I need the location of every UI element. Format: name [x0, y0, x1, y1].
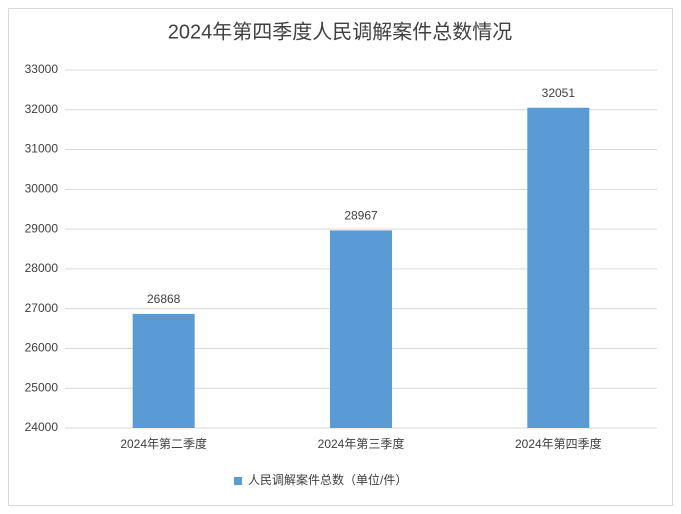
legend-marker — [234, 477, 242, 485]
y-tick-label: 27000 — [25, 301, 59, 315]
x-tick-label: 2024年第二季度 — [120, 436, 207, 451]
data-label: 28967 — [344, 209, 378, 223]
x-tick-label: 2024年第四季度 — [515, 436, 602, 451]
bar — [527, 107, 590, 428]
y-tick-label: 33000 — [25, 62, 59, 76]
legend-label: 人民调解案件总数（单位/件） — [248, 472, 407, 487]
x-tick-label: 2024年第三季度 — [318, 436, 405, 451]
y-tick-label: 25000 — [25, 380, 59, 394]
data-label: 32051 — [542, 86, 576, 100]
y-tick-label: 29000 — [25, 221, 59, 235]
bar — [330, 230, 392, 428]
chart-title: 2024年第四季度人民调解案件总数情况 — [168, 20, 513, 43]
y-tick-label: 30000 — [25, 182, 59, 196]
y-tick-label: 32000 — [25, 102, 59, 116]
data-label: 26868 — [147, 292, 181, 306]
y-tick-label: 26000 — [25, 341, 59, 355]
y-tick-label: 28000 — [25, 261, 59, 275]
y-tick-label: 31000 — [25, 142, 59, 156]
y-tick-label: 24000 — [25, 420, 59, 434]
bar — [132, 313, 195, 428]
